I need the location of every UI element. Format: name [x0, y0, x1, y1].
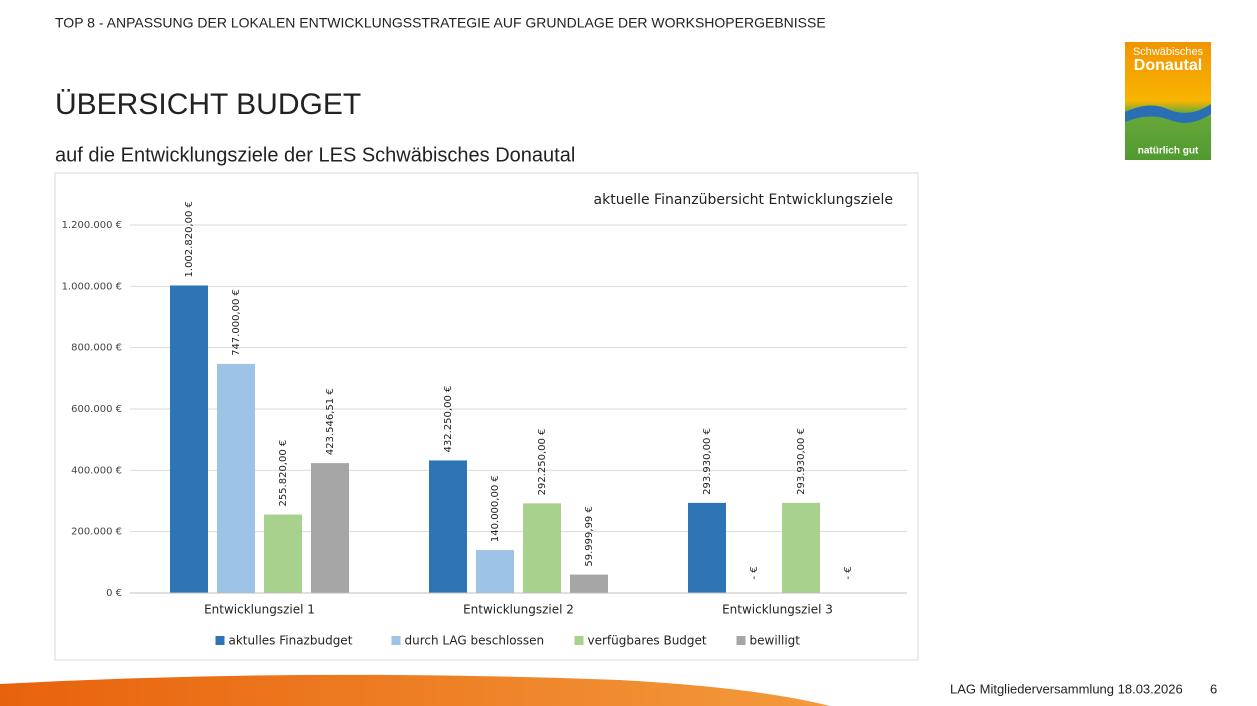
bar: [429, 460, 467, 593]
data-label: - €: [749, 566, 760, 579]
bar: [523, 503, 561, 593]
x-tick-label: Entwicklungsziel 2: [463, 603, 574, 617]
bar: [311, 463, 349, 593]
header: TOP 8 - ANPASSUNG DER LOKALEN ENTWICKLUN…: [55, 15, 826, 31]
bar: [170, 285, 208, 593]
data-label: 1.002.820,00 €: [184, 201, 195, 277]
legend-label: aktulles Finazbudget: [229, 634, 353, 648]
data-label: 423.546,51 €: [325, 388, 336, 455]
chart: aktuelle Finanzübersicht Entwicklungszie…: [62, 192, 907, 648]
bar: [688, 502, 726, 593]
logo-text: Donautal: [1134, 57, 1202, 74]
y-tick-label: 200.000 €: [71, 527, 122, 538]
bar: [217, 363, 255, 593]
bar: [782, 502, 820, 593]
data-label: 293.930,00 €: [796, 428, 807, 495]
y-tick-label: 1.200.000 €: [62, 220, 122, 231]
data-label: - €: [843, 566, 854, 579]
chart-title: aktuelle Finanzübersicht Entwicklungszie…: [594, 192, 893, 208]
y-tick-label: 1.000.000 €: [62, 281, 122, 292]
bar: [476, 550, 514, 593]
legend-label: bewilligt: [750, 634, 801, 648]
data-label: 255.820,00 €: [278, 440, 289, 507]
data-label: 432.250,00 €: [443, 386, 454, 453]
legend-swatch: [391, 636, 401, 645]
bar: [264, 514, 302, 593]
y-tick-label: 800.000 €: [71, 343, 122, 354]
y-tick-label: 400.000 €: [71, 465, 122, 476]
bar: [570, 574, 608, 593]
legend-label: verfügbares Budget: [588, 634, 707, 648]
legend-label: durch LAG beschlossen: [405, 634, 545, 648]
logo: Schwäbisches Donautal natürlich gut: [1125, 42, 1211, 160]
logo-bg: [1125, 42, 1211, 160]
y-tick-label: 0 €: [106, 588, 122, 599]
footer-swoosh: [0, 674, 830, 706]
legend-swatch: [736, 636, 746, 645]
slide-subtitle: auf die Entwicklungsziele der LES Schwäb…: [55, 144, 575, 166]
y-tick-label: 600.000 €: [71, 404, 122, 415]
slide-title: ÜBERSICHT BUDGET: [55, 88, 361, 121]
data-label: 140.000,00 €: [490, 475, 501, 542]
logo-wave: [1125, 104, 1211, 123]
data-label: 292.250,00 €: [537, 429, 548, 496]
logo-slogan: natürlich gut: [1138, 146, 1199, 157]
x-tick-label: Entwicklungsziel 1: [204, 603, 315, 617]
footer-text: LAG Mitgliederversammlung 18.03.2026: [950, 681, 1183, 696]
legend-swatch: [215, 636, 225, 645]
logo-text: Schwäbisches: [1133, 46, 1204, 58]
data-label: 59.999,99 €: [584, 506, 595, 566]
data-label: 747.000,00 €: [231, 289, 242, 356]
legend-swatch: [574, 636, 584, 645]
page-number: 6: [1210, 681, 1217, 696]
data-label: 293.930,00 €: [702, 428, 713, 495]
x-tick-label: Entwicklungsziel 3: [722, 603, 833, 617]
